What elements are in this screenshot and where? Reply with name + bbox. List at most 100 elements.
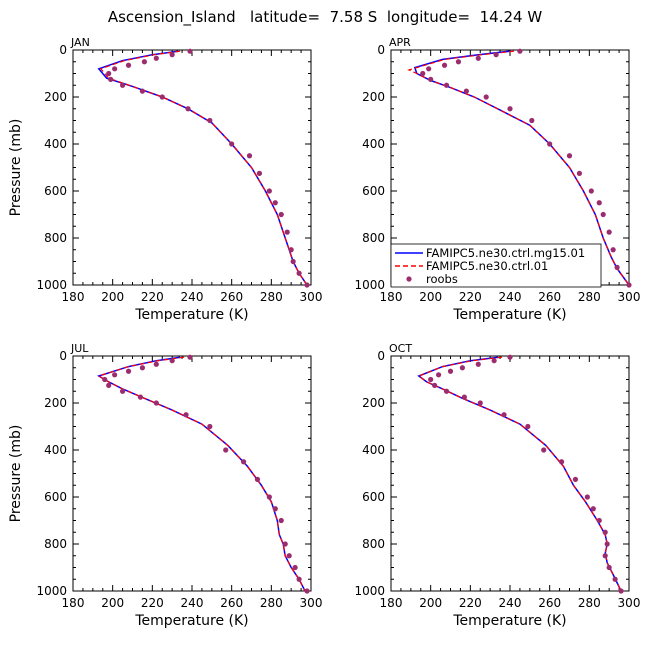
roobs-point [475, 361, 481, 367]
x-tick-label: 200 [101, 290, 124, 304]
roobs-point [246, 153, 253, 159]
y-tick-label: 0 [377, 43, 385, 57]
roobs-point [541, 447, 547, 453]
y-tick-label: 400 [44, 137, 67, 151]
roobs-point [223, 447, 229, 453]
roobs-point [529, 117, 535, 124]
roobs-point [153, 55, 159, 61]
roobs-point [588, 188, 594, 194]
roobs-point [187, 48, 193, 54]
plot-frame [390, 355, 630, 592]
roobs-point [441, 62, 448, 68]
roobs-point [626, 282, 632, 288]
roobs-point [606, 564, 612, 571]
series-line-ctrl-01 [417, 356, 622, 592]
x-tick-label: 220 [141, 596, 164, 610]
roobs-point [282, 541, 288, 547]
roobs-point [501, 412, 507, 418]
panel-jan: JAN 180 200 220 240 260 280 300 0 200 400 600 800 100… [8, 36, 322, 323]
x-tick-label: 180 [62, 290, 85, 304]
roobs-point [106, 382, 112, 388]
series-roobs [420, 48, 632, 288]
roobs-point [596, 200, 602, 206]
roobs-point [169, 358, 175, 364]
roobs-point [286, 553, 292, 559]
y-tick-label: 400 [44, 443, 67, 457]
roobs-point [304, 588, 310, 594]
x-tick-label: 180 [62, 596, 85, 610]
y-tick-label: 400 [362, 137, 385, 151]
roobs-point [266, 188, 272, 194]
series-roobs [428, 354, 624, 594]
roobs-point [602, 553, 608, 559]
panels: JAN 180 200 220 240 260 280 300 0 200 400 600 800 100… [8, 36, 640, 629]
roobs-point [254, 476, 261, 482]
x-tick-label: 220 [459, 290, 482, 304]
x-tick-label: 280 [578, 596, 601, 610]
x-tick-label: 280 [578, 290, 601, 304]
x-tick-label: 260 [220, 290, 243, 304]
x-tick-label: 180 [380, 290, 403, 304]
legend-label: FAMIPC5.ne30.ctrl.01 [426, 259, 548, 273]
x-tick-label: 300 [300, 596, 323, 610]
roobs-point [125, 62, 132, 68]
series-line-mg15-01 [97, 50, 308, 286]
plot-frame [72, 355, 312, 592]
roobs-point [207, 423, 213, 430]
y-tick-label: 800 [362, 537, 385, 551]
roobs-point [606, 229, 612, 235]
x-tick-label: 180 [380, 596, 403, 610]
roobs-point [590, 506, 596, 512]
x-axis-label: Temperature (K) [134, 307, 248, 323]
roobs-point [278, 517, 284, 524]
y-tick-label: 1000 [354, 584, 385, 598]
roobs-point [284, 229, 290, 235]
panel-label: JUL [70, 342, 89, 355]
y-tick-label: 200 [362, 90, 385, 104]
roobs-point [428, 76, 434, 82]
roobs-point [507, 354, 513, 360]
roobs-point [229, 141, 235, 147]
roobs-point [436, 372, 442, 378]
legend-marker [406, 276, 412, 282]
panel-oct: OCT 180 200 220 240 260 280 300 0 200 400 600 800 100… [354, 342, 640, 629]
roobs-point [426, 66, 432, 72]
x-tick-label: 260 [538, 290, 561, 304]
roobs-point [240, 459, 247, 465]
roobs-point [256, 170, 263, 176]
roobs-point [278, 211, 284, 218]
roobs-point [420, 70, 426, 77]
roobs-point [618, 588, 624, 594]
roobs-point [459, 365, 465, 371]
panel-label: JAN [70, 36, 90, 49]
series-line-ctrl-01 [407, 50, 630, 286]
roobs-point [547, 141, 553, 147]
roobs-point [207, 117, 213, 124]
y-tick-label: 800 [362, 231, 385, 245]
x-tick-label: 280 [260, 596, 283, 610]
roobs-point [614, 264, 620, 270]
roobs-point [602, 529, 608, 535]
roobs-point [290, 258, 296, 265]
roobs-point [112, 372, 118, 378]
y-tick-label: 1000 [36, 584, 67, 598]
y-tick-label: 200 [362, 396, 385, 410]
legend-label: roobs [426, 272, 458, 286]
series-roobs [106, 48, 310, 288]
roobs-point [159, 94, 165, 100]
y-tick-label: 1000 [354, 278, 385, 292]
roobs-point [169, 52, 175, 58]
y-tick-label: 800 [44, 537, 67, 551]
x-tick-label: 260 [538, 596, 561, 610]
y-tick-label: 600 [362, 184, 385, 198]
roobs-point [288, 247, 294, 253]
roobs-point [125, 368, 132, 374]
x-tick-label: 240 [499, 290, 522, 304]
panel-label: OCT [389, 342, 412, 355]
x-axis-label: Temperature (K) [134, 613, 248, 629]
roobs-point [296, 270, 302, 276]
roobs-point [119, 82, 126, 88]
y-tick-label: 600 [44, 490, 67, 504]
roobs-point [558, 459, 565, 465]
